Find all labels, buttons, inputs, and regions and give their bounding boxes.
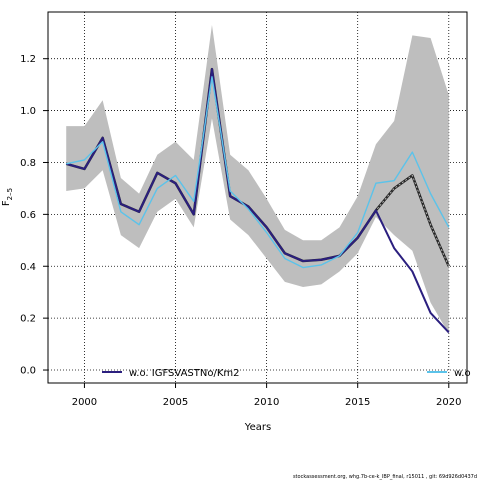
y-tick-label-0: 0.0 xyxy=(20,366,36,377)
x-axis-title: Years xyxy=(244,422,271,433)
x-tick-label-0: 2000 xyxy=(72,397,97,408)
y-tick-label-6: 1.2 xyxy=(20,54,36,65)
x-tick-label-2: 2010 xyxy=(254,397,279,408)
legend-label-series-2: w.o xyxy=(454,368,471,379)
footer-note: stockassessment.org, whg.7b-ce-k_IBP_fin… xyxy=(293,474,477,480)
plot-frame xyxy=(47,11,468,384)
axes xyxy=(47,11,468,384)
y-tick-label-5: 1.0 xyxy=(20,106,36,117)
y-tick-label-2: 0.4 xyxy=(20,262,36,273)
svg-text:F2–5: F2–5 xyxy=(1,188,14,206)
legend-label-series-1: w.o. IGFSVASTNo/Km2 xyxy=(129,368,240,379)
y-tick-label-4: 0.8 xyxy=(20,158,36,169)
confidence-band-layer xyxy=(66,24,449,334)
confidence-band xyxy=(66,24,449,334)
x-tick-label-1: 2005 xyxy=(163,397,188,408)
y-axis-title-main: F xyxy=(1,200,12,206)
y-tick-label-3: 0.6 xyxy=(20,210,36,221)
x-tick-label-4: 2020 xyxy=(436,397,461,408)
series-line-1 xyxy=(65,68,450,334)
series-layer xyxy=(65,67,450,334)
tick-layer: 2000 2005 2010 2015 2020 0.0 0.2 0.4 0.6 0.8 1.0 1.… xyxy=(20,54,461,408)
y-tick-label-1: 0.2 xyxy=(20,314,36,325)
y-axis-title: F2–5 xyxy=(1,188,14,206)
x-tick-label-3: 2015 xyxy=(345,397,370,408)
grid-lines xyxy=(48,12,467,383)
legend: w.o. IGFSVASTNo/Km2 w.o xyxy=(102,368,471,379)
series-line-2 xyxy=(66,76,450,269)
y-axis-title-subscript: 2–5 xyxy=(6,188,14,200)
